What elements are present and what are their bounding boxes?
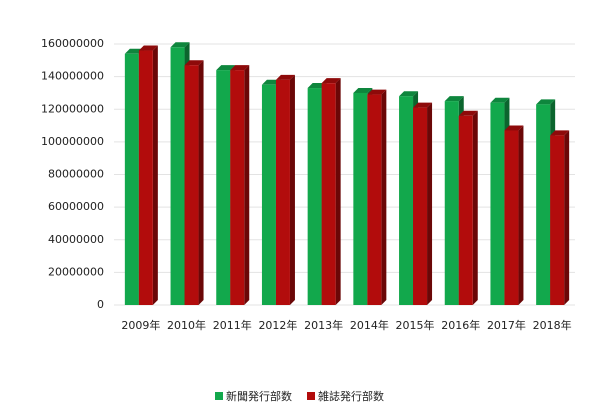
bar-face [124,53,139,305]
x-tick-label: 2014年 [350,318,389,332]
bar-side [335,78,341,306]
bar-face [367,94,382,305]
bar-face [216,70,231,305]
y-tick-label: 80000000 [48,168,104,181]
bar-top [490,97,510,103]
bar-face [275,79,290,305]
bar [184,60,204,305]
bar-top [458,110,478,116]
bar-face [550,135,565,305]
x-tick-label: 2016年 [441,318,480,332]
bar-side [564,130,570,305]
bar [275,74,295,305]
y-tick-label: 0 [97,298,104,311]
bar [550,130,570,305]
bar-face [138,50,153,306]
bar-face [184,65,199,305]
bar [367,89,387,305]
bar-face [458,115,473,306]
bar-top [399,91,419,97]
bar-face [261,84,276,305]
bar-face [536,104,551,305]
y-tick-label: 40000000 [48,233,104,246]
bar [413,102,433,306]
bar [230,65,250,305]
bar-face [504,130,519,305]
bar-top [216,65,236,71]
bar-top [504,125,524,131]
legend-swatch [307,392,315,400]
x-tick-label: 2015年 [396,318,435,332]
bar-top [184,60,204,66]
bar-side [244,65,250,305]
x-tick-label: 2011年 [213,318,252,332]
bar-face [490,102,505,305]
bar-top [275,74,295,80]
bar-top [550,130,570,136]
bar-face [353,92,368,305]
bar-face [399,96,414,305]
bar-face [321,83,336,306]
bar-top [230,65,250,71]
x-tick-label: 2018年 [533,318,572,332]
legend-swatch [215,392,223,400]
bar-top [367,89,387,95]
y-tick-label: 20000000 [48,265,104,278]
bar-face [413,107,428,306]
bar-side [289,74,295,305]
bar-top [170,42,190,48]
bar-top [353,87,373,93]
bar [458,110,478,306]
y-tick-label: 120000000 [41,102,104,115]
y-tick-label: 100000000 [41,135,104,148]
bar [321,78,341,306]
bar-face [307,88,322,305]
bar [504,125,524,305]
bar-side [518,125,524,305]
bar-side [152,45,158,306]
y-tick-label: 140000000 [41,70,104,83]
x-tick-label: 2009年 [121,318,160,332]
bar-top [138,45,158,51]
bar-side [381,89,387,305]
bar-face [444,101,459,305]
bar-top [321,78,341,84]
x-tick-label: 2010年 [167,318,206,332]
y-tick-label: 160000000 [41,37,104,50]
bar-face [230,70,245,305]
bar-top [413,102,433,108]
y-tick-label: 60000000 [48,200,104,213]
bar-top [444,96,464,102]
legend-label: 雑誌発行部数 [318,389,384,403]
bar-side [427,102,433,306]
x-tick-label: 2017年 [487,318,526,332]
bar-top [536,99,556,105]
bar-side [472,110,478,306]
legend-label: 新聞発行部数 [226,389,292,403]
bar [138,45,158,306]
bar-face [170,47,185,305]
x-tick-label: 2012年 [258,318,297,332]
bar-side [198,60,204,305]
x-tick-label: 2013年 [304,318,343,332]
